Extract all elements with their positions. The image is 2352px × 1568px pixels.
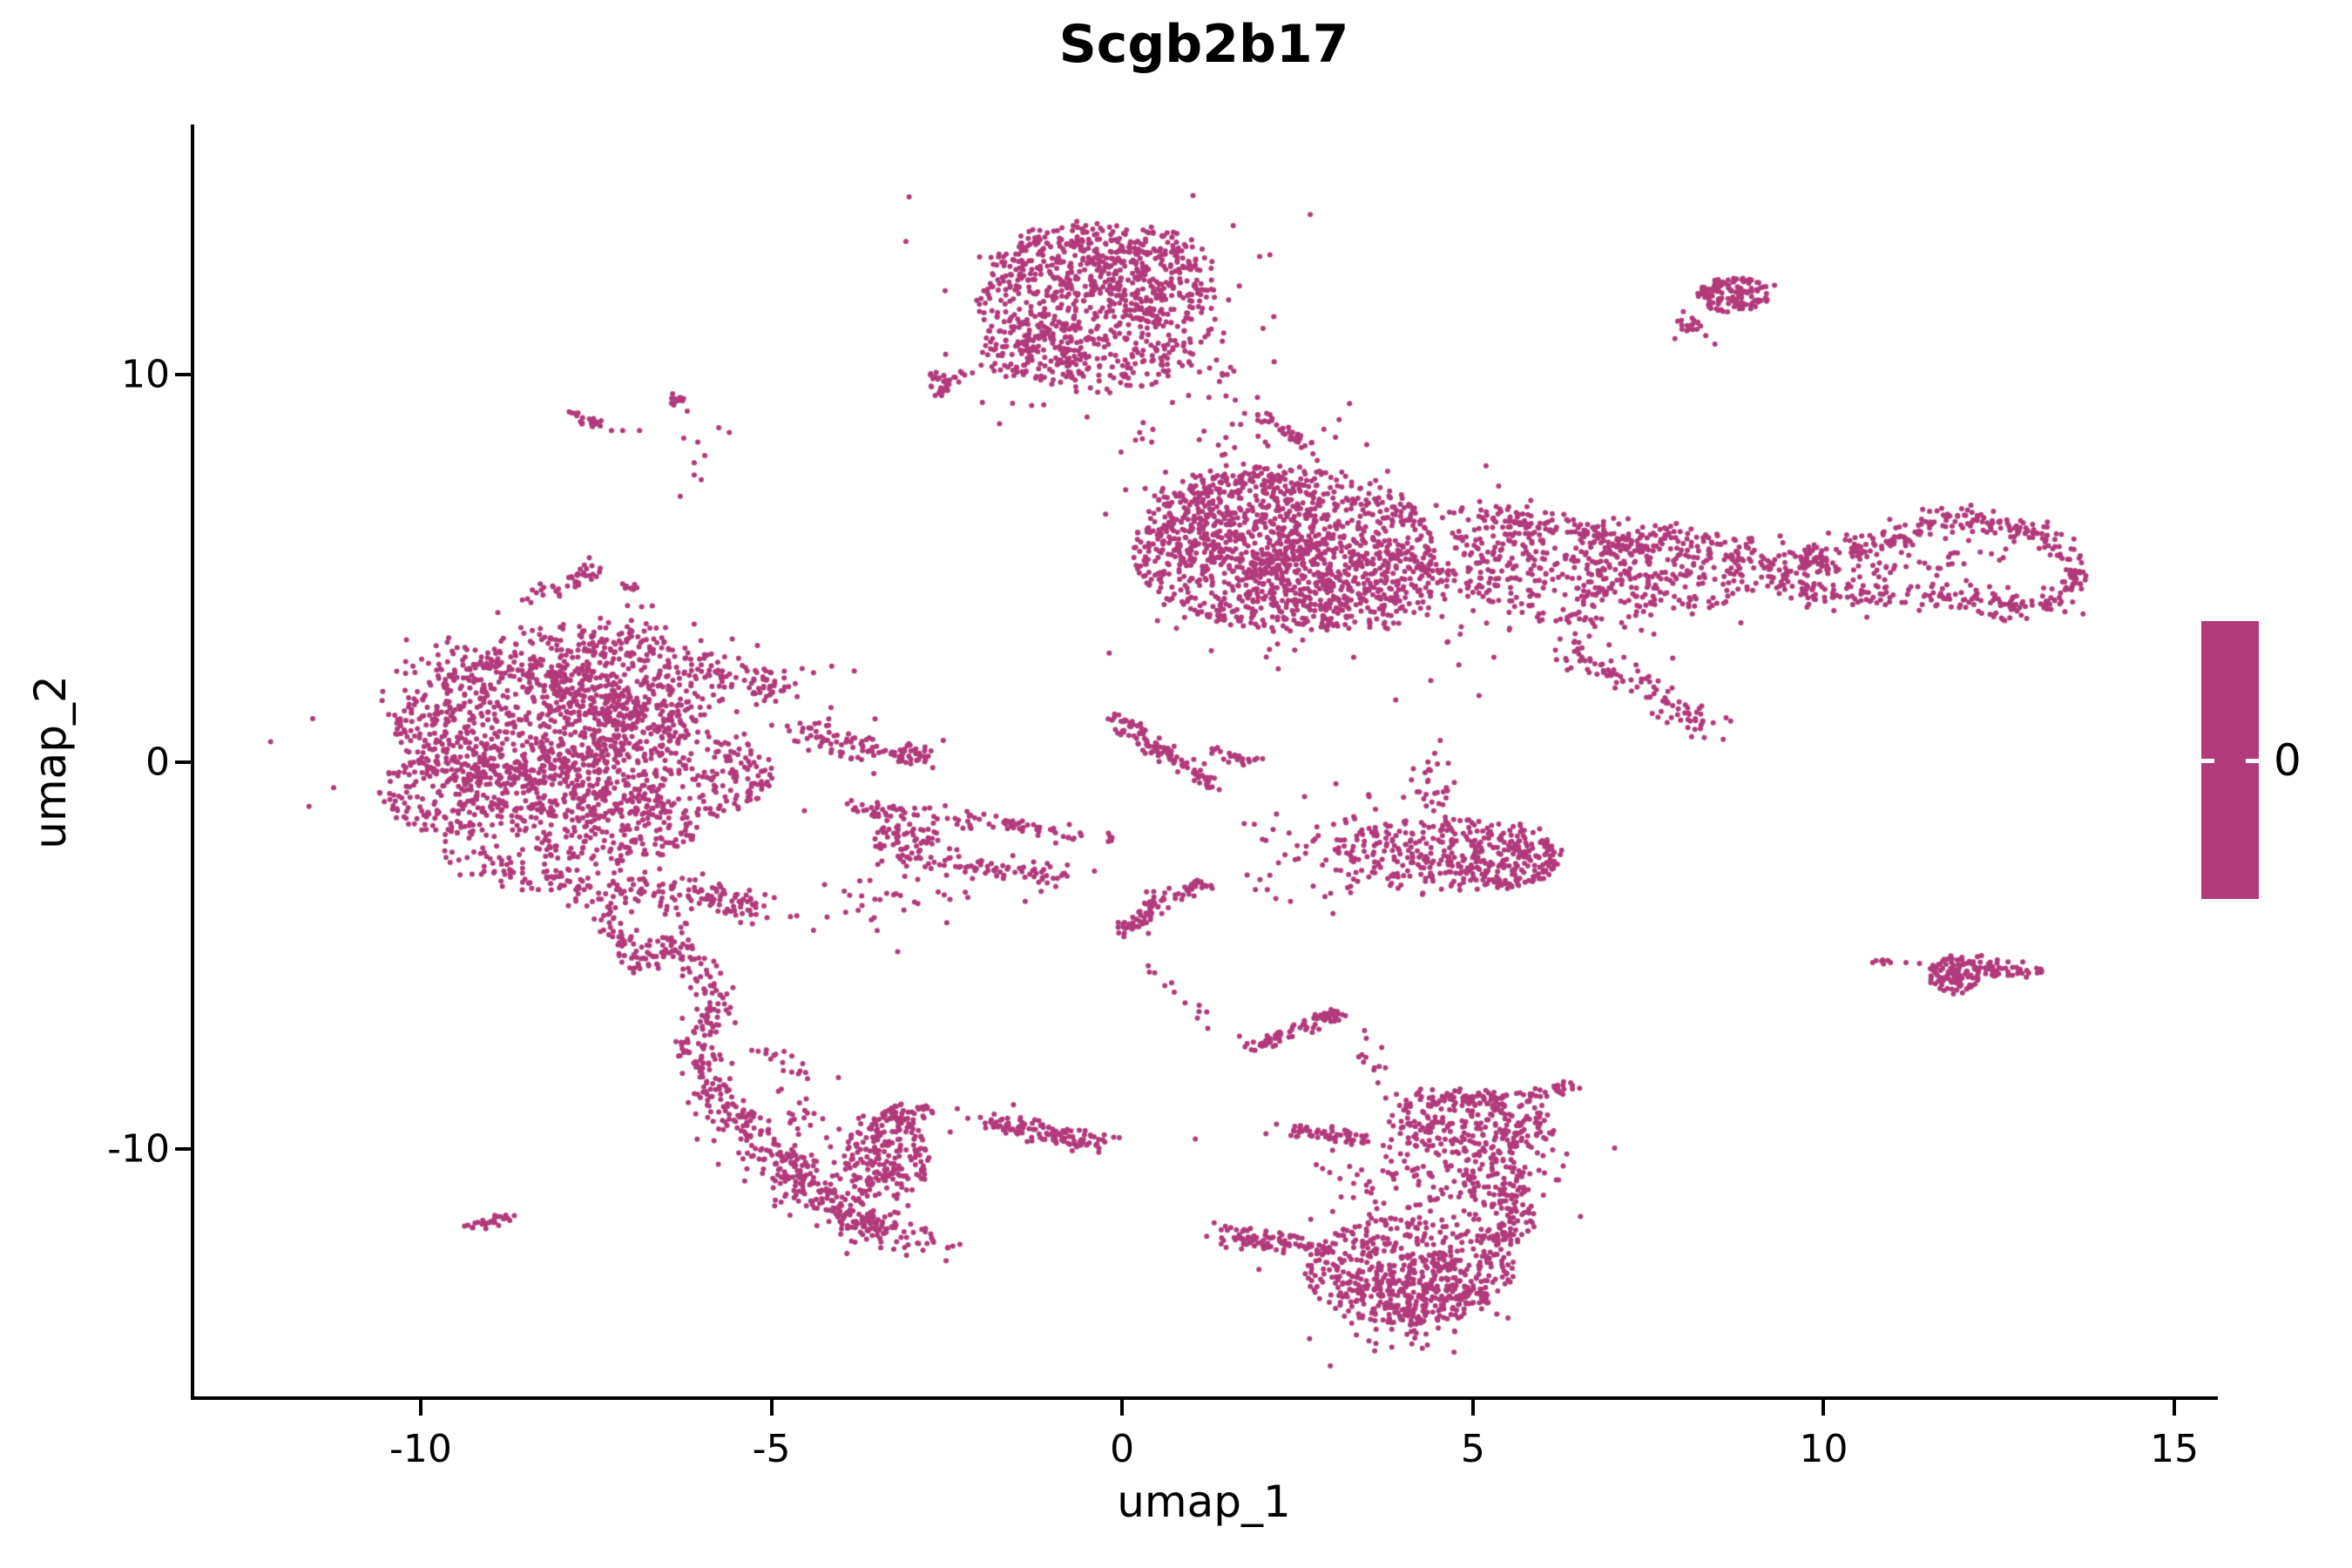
y-tick-mark — [175, 1147, 191, 1152]
legend-tick-left — [2201, 759, 2214, 763]
x-tick-label: -10 — [389, 1427, 452, 1471]
y-tick-mark — [175, 760, 191, 764]
x-tick-label: 5 — [1460, 1427, 1485, 1471]
x-tick-mark — [769, 1400, 774, 1416]
y-tick-mark — [175, 372, 191, 376]
legend-tick-right — [2246, 759, 2259, 763]
x-tick-label: 15 — [2150, 1427, 2200, 1471]
x-tick-label: -5 — [752, 1427, 791, 1471]
x-axis-label: umap_1 — [1117, 1477, 1291, 1527]
y-tick-label: -10 — [107, 1126, 170, 1172]
x-tick-mark — [1120, 1400, 1125, 1416]
x-tick-mark — [418, 1400, 422, 1416]
legend-label: 0 — [2274, 735, 2301, 786]
y-tick-label: 0 — [145, 740, 170, 785]
y-axis-line — [191, 125, 194, 1400]
x-tick-label: 0 — [1110, 1427, 1135, 1471]
x-tick-mark — [1470, 1400, 1475, 1416]
x-tick-label: 10 — [1799, 1427, 1848, 1471]
x-tick-mark — [2173, 1400, 2177, 1416]
y-axis-label: umap_2 — [25, 675, 76, 849]
y-tick-label: 10 — [121, 352, 170, 397]
x-tick-mark — [1821, 1400, 1826, 1416]
x-axis-line — [191, 1396, 2218, 1400]
